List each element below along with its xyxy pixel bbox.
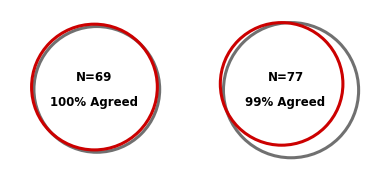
Text: 100% Agreed: 100% Agreed <box>51 96 138 109</box>
Text: N=77: N=77 <box>268 71 304 84</box>
Text: N=69: N=69 <box>76 71 112 84</box>
Text: 99% Agreed: 99% Agreed <box>245 96 326 109</box>
